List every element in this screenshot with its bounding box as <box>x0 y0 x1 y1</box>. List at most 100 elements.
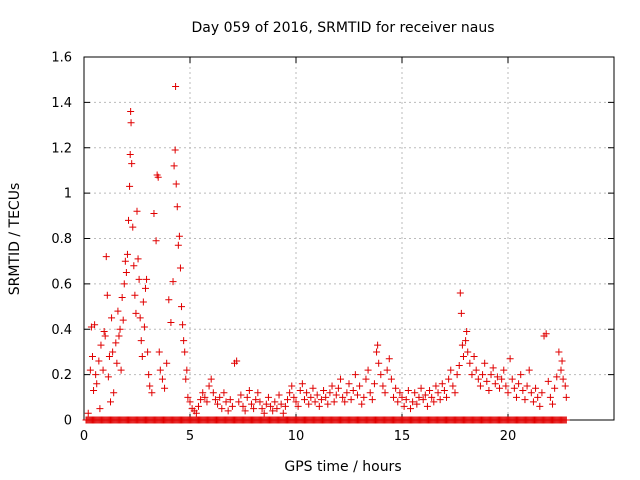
data-point <box>152 237 160 245</box>
data-point <box>233 357 241 365</box>
data-point <box>532 384 540 392</box>
data-point <box>239 402 247 410</box>
data-point <box>419 396 427 404</box>
y-tick-label: 1.2 <box>51 141 72 156</box>
data-point <box>148 389 156 397</box>
data-point <box>317 396 325 404</box>
data-point <box>284 396 292 404</box>
data-point <box>286 389 294 397</box>
data-point <box>421 391 429 399</box>
data-point <box>462 337 470 345</box>
data-point <box>117 366 125 374</box>
data-point <box>402 396 410 404</box>
data-point <box>247 400 255 408</box>
y-tick-label: 0.8 <box>51 232 72 247</box>
axis-ticks: 0 5 10 15 20 0 0.2 0.4 0.6 0.8 1 1.2 1.4 1.6 <box>51 51 614 444</box>
data-point <box>264 393 272 401</box>
data-point <box>466 359 474 367</box>
data-point <box>243 393 251 401</box>
data-point <box>169 278 177 286</box>
data-point <box>122 269 130 277</box>
data-point <box>183 366 191 374</box>
data-point <box>409 398 417 406</box>
data-point <box>115 332 123 340</box>
data-point <box>256 398 264 406</box>
data-point <box>415 393 423 401</box>
data-point <box>155 348 163 356</box>
zero-point <box>562 416 570 424</box>
data-point <box>146 382 154 390</box>
data-point <box>108 314 116 322</box>
data-point <box>222 398 230 406</box>
data-point <box>114 307 122 315</box>
data-point <box>313 391 321 399</box>
data-point <box>489 364 497 372</box>
data-point <box>135 275 143 283</box>
data-point <box>184 393 192 401</box>
data-point <box>267 402 275 410</box>
data-point <box>377 371 385 379</box>
data-point <box>390 393 398 401</box>
data-point <box>498 375 506 383</box>
data-point <box>485 387 493 395</box>
data-point <box>144 348 152 356</box>
data-point <box>209 389 217 397</box>
data-point <box>86 366 94 374</box>
data-point <box>194 402 202 410</box>
data-point <box>262 400 270 408</box>
grid-lines <box>84 57 614 420</box>
data-point <box>398 393 406 401</box>
data-point <box>279 409 287 417</box>
data-point <box>137 337 145 345</box>
data-point <box>165 296 173 304</box>
data-point <box>138 352 146 360</box>
y-tick-label: 0.4 <box>51 323 72 338</box>
data-point <box>542 330 550 338</box>
data-point <box>136 314 144 322</box>
data-point <box>254 389 262 397</box>
data-point <box>506 355 514 363</box>
data-point <box>203 398 211 406</box>
data-point <box>381 389 389 397</box>
data-point <box>211 396 219 404</box>
data-point <box>445 375 453 383</box>
data-point <box>487 371 495 379</box>
data-point <box>235 398 243 406</box>
data-point <box>131 291 139 299</box>
data-point <box>553 373 561 381</box>
data-point <box>525 366 533 374</box>
data-point <box>521 396 529 404</box>
data-point <box>163 359 171 367</box>
data-point <box>154 173 162 181</box>
data-point <box>113 359 121 367</box>
data-point <box>373 348 381 356</box>
data-point <box>100 328 108 336</box>
data-point <box>360 393 368 401</box>
data-point <box>110 389 118 397</box>
data-point <box>220 389 228 397</box>
data-point <box>95 357 103 365</box>
data-point <box>180 337 188 345</box>
data-point <box>457 309 465 317</box>
data-point <box>396 389 404 397</box>
data-point <box>330 398 338 406</box>
data-point <box>347 396 355 404</box>
data-point <box>173 203 181 211</box>
chart-title: Day 059 of 2016, SRMTID for receiver nau… <box>191 20 494 36</box>
data-point <box>546 393 554 401</box>
data-point <box>158 375 166 383</box>
y-tick-label: 0.6 <box>51 277 72 292</box>
data-point <box>404 387 412 395</box>
data-point <box>96 405 104 413</box>
data-point <box>417 384 425 392</box>
data-point <box>127 107 135 115</box>
data-point <box>156 366 164 374</box>
data-point <box>406 405 414 413</box>
data-point <box>112 339 120 347</box>
data-point <box>337 375 345 383</box>
data-point <box>544 377 552 385</box>
data-point <box>430 398 438 406</box>
data-point <box>481 359 489 367</box>
data-point <box>258 405 266 413</box>
